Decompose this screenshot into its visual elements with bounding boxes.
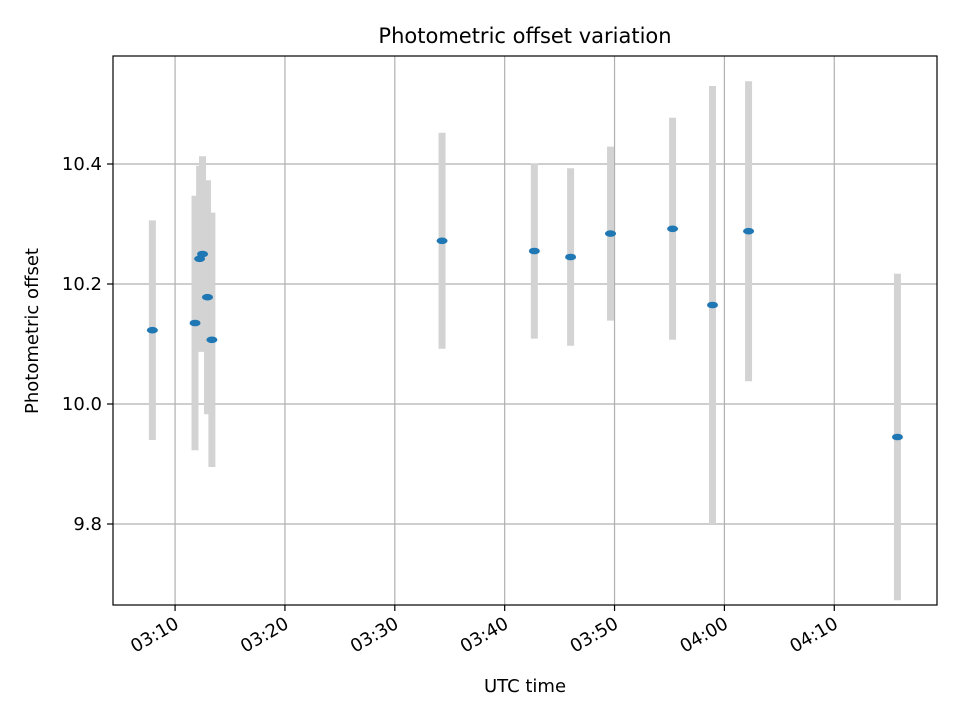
data-point bbox=[707, 301, 719, 309]
data-point bbox=[743, 227, 755, 235]
data-point bbox=[206, 336, 218, 344]
y-tick-label: 10.0 bbox=[62, 394, 102, 415]
data-point bbox=[605, 230, 617, 237]
plot-area-frame bbox=[112, 55, 938, 606]
data-point bbox=[436, 237, 448, 245]
y-tick-label: 10.2 bbox=[62, 274, 102, 295]
x-axis-label: UTC time bbox=[484, 676, 566, 697]
chart-title: Photometric offset variation bbox=[378, 24, 671, 48]
data-point bbox=[146, 326, 158, 334]
y-tick-label: 10.4 bbox=[62, 154, 102, 175]
data-point bbox=[891, 433, 903, 441]
data-points bbox=[146, 225, 903, 441]
y-axis-label: Photometric offset bbox=[22, 248, 43, 414]
grid-lines bbox=[113, 56, 937, 605]
data-point bbox=[667, 225, 679, 233]
data-point bbox=[189, 319, 201, 327]
data-point bbox=[197, 250, 209, 258]
data-point bbox=[528, 247, 540, 255]
y-tick-label: 9.8 bbox=[73, 514, 102, 535]
data-point bbox=[201, 293, 213, 301]
y-axis-ticks: 9.8 10.0 10.2 10.4 bbox=[62, 154, 113, 535]
data-point bbox=[565, 253, 577, 261]
